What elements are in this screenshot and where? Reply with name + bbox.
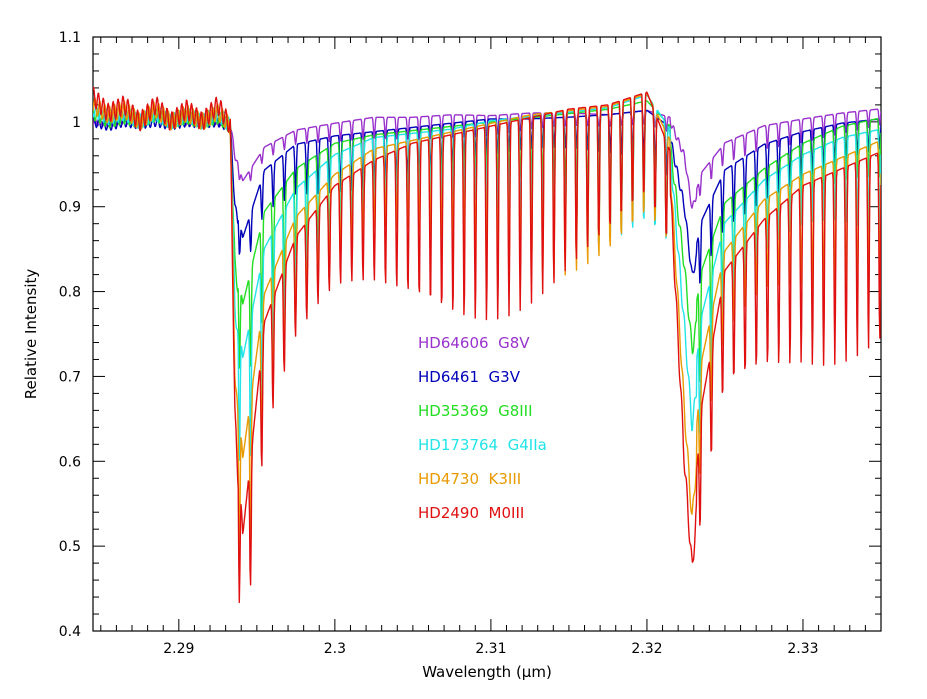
y-tick-label: 1 xyxy=(72,115,81,131)
y-tick-label: 0.8 xyxy=(59,285,81,301)
y-tick-label: 0.5 xyxy=(59,539,81,555)
y-tick-label: 1.1 xyxy=(59,30,81,46)
y-tick-label: 0.6 xyxy=(59,454,81,470)
legend-entry: HD2490 M0III xyxy=(418,504,524,522)
y-tick-label: 0.4 xyxy=(59,624,81,640)
y-tick-label: 0.9 xyxy=(59,200,81,216)
x-axis-label: Wavelength (μm) xyxy=(422,663,552,681)
legend-entry: HD173764 G4IIa xyxy=(418,436,547,454)
x-tick-label: 2.29 xyxy=(163,641,194,657)
y-tick-label: 0.7 xyxy=(59,369,81,385)
legend-entry: HD4730 K3III xyxy=(418,470,521,488)
x-tick-label: 2.3 xyxy=(324,641,346,657)
series-line xyxy=(93,86,881,604)
legend: HD64606 G8V HD6461 G3V HD35369 G8III HD1737… xyxy=(418,334,547,522)
y-axis-label: Relative Intensity xyxy=(22,269,40,400)
legend-entry: HD35369 G8III xyxy=(418,402,533,420)
legend-entry: HD6461 G3V xyxy=(418,368,521,386)
x-tick-label: 2.31 xyxy=(475,641,506,657)
x-tick-label: 2.33 xyxy=(787,641,818,657)
legend-entry: HD64606 G8V xyxy=(418,334,530,352)
x-tick-label: 2.32 xyxy=(631,641,662,657)
plot-frame xyxy=(92,36,882,632)
series-layer xyxy=(93,86,881,604)
axis-ticks: 2.29 2.3 2.31 2.32 2.33 0.4 0.5 0.6 0.7 0.8 0.9 1 1.… xyxy=(59,30,882,657)
